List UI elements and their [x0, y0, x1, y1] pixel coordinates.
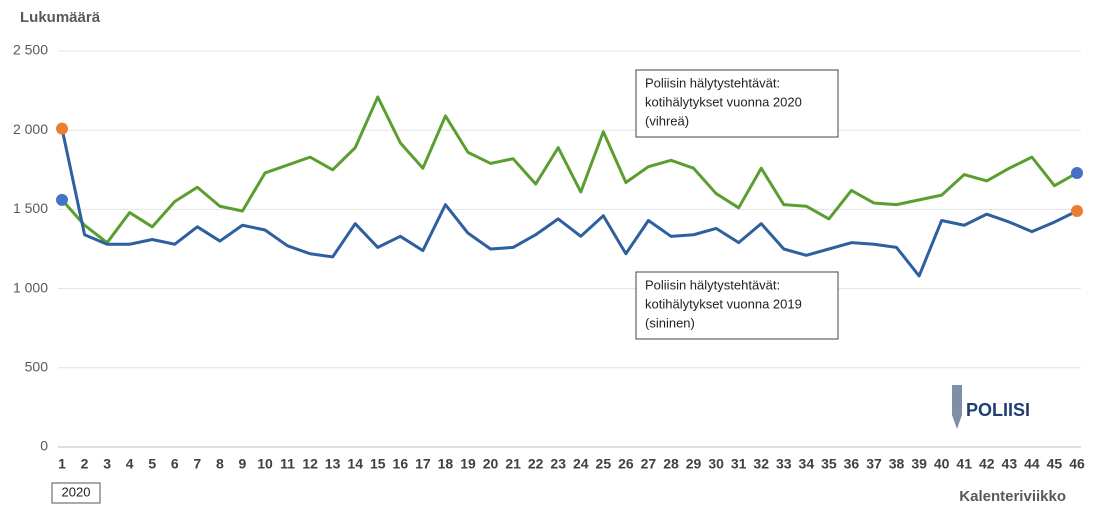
x-tick-label: 35: [821, 456, 837, 472]
x-tick-label: 22: [528, 456, 544, 472]
x-tick-label: 38: [889, 456, 905, 472]
annotation-text: (vihreä): [645, 113, 689, 128]
x-tick-label: 13: [325, 456, 341, 472]
logo: POLIISI: [952, 385, 1030, 429]
x-tick-label: 3: [103, 456, 111, 472]
x-tick-label: 10: [257, 456, 273, 472]
x-tick-label: 41: [956, 456, 972, 472]
x-tick-label: 16: [393, 456, 409, 472]
series-line: [60, 128, 1078, 278]
annotation-text: kotihälytykset vuonna 2020: [645, 94, 802, 109]
x-tick-label: 2: [81, 456, 89, 472]
annotation: Poliisin hälytystehtävät: kotihälytykset …: [635, 271, 839, 340]
annotation-text: kotihälytykset vuonna 2019: [645, 296, 802, 311]
end-marker: [56, 122, 68, 135]
x-tick-label: 17: [415, 456, 431, 472]
x-tick-label: 34: [799, 456, 815, 472]
x-tick-label: 20: [483, 456, 499, 472]
x-tick-label: 24: [573, 456, 589, 472]
x-tick-label: 7: [193, 456, 201, 472]
x-tick-label: 21: [505, 456, 521, 472]
x-tick-label: 11: [280, 456, 295, 472]
year-label: 2020: [62, 484, 91, 499]
x-tick-label: 14: [347, 456, 363, 472]
x-tick-label: 8: [216, 456, 224, 472]
x-tick-label: 44: [1024, 456, 1040, 472]
end-marker: [1071, 166, 1083, 179]
x-tick-label: 39: [911, 456, 927, 472]
series-line: [60, 95, 1078, 245]
x-tick-label: 25: [596, 456, 612, 472]
x-tick-label: 18: [438, 456, 454, 472]
x-tick-label: 36: [844, 456, 860, 472]
annotation-box: [635, 69, 839, 138]
end-marker: [56, 193, 68, 206]
y-tick-label: 0: [40, 438, 48, 454]
x-tick-label: 33: [776, 456, 792, 472]
x-axis-label: Kalenteriviikko: [959, 488, 1066, 505]
logo-text: POLIISI: [966, 400, 1030, 420]
y-tick-label: 1 500: [13, 200, 48, 216]
annotation-text: (sininen): [645, 315, 695, 330]
x-tick-label: 30: [708, 456, 724, 472]
annotation-text: Poliisin hälytystehtävät:: [645, 75, 780, 90]
annotation: Poliisin hälytystehtävät: kotihälytykset …: [635, 69, 839, 138]
x-tick-label: 29: [686, 456, 702, 472]
y-tick-label: 2 500: [13, 42, 48, 58]
x-tick-label: 12: [302, 456, 318, 472]
x-tick-label: 42: [979, 456, 995, 472]
x-tick-label: 31: [731, 456, 747, 472]
x-tick-label: 27: [641, 456, 657, 472]
y-tick-label: 1 000: [13, 279, 48, 295]
y-tick-label: 2 000: [13, 121, 48, 137]
year-box: [51, 482, 101, 504]
x-tick-label: 28: [663, 456, 679, 472]
end-marker: [1071, 204, 1083, 217]
annotation-text: Poliisin hälytystehtävät:: [645, 277, 780, 292]
annotation-box: [635, 271, 839, 340]
x-tick-label: 26: [618, 456, 634, 472]
x-tick-label: 9: [239, 456, 247, 472]
x-tick-label: 1: [58, 456, 66, 472]
x-tick-label: 45: [1047, 456, 1063, 472]
y-tick-label: 500: [25, 359, 49, 375]
logo-emblem: [952, 385, 962, 429]
x-tick-label: 40: [934, 456, 950, 472]
x-tick-label: 43: [1002, 456, 1018, 472]
x-tick-label: 15: [370, 456, 386, 472]
x-tick-label: 32: [753, 456, 769, 472]
x-tick-label: 37: [866, 456, 882, 472]
x-tick-label: 23: [550, 456, 566, 472]
x-tick-label: 4: [126, 456, 134, 472]
x-tick-label: 6: [171, 456, 179, 472]
x-tick-label: 46: [1069, 456, 1085, 472]
x-tick-label: 19: [460, 456, 476, 472]
y-axis-label: Lukumäärä: [20, 9, 101, 26]
x-tick-label: 5: [148, 456, 156, 472]
